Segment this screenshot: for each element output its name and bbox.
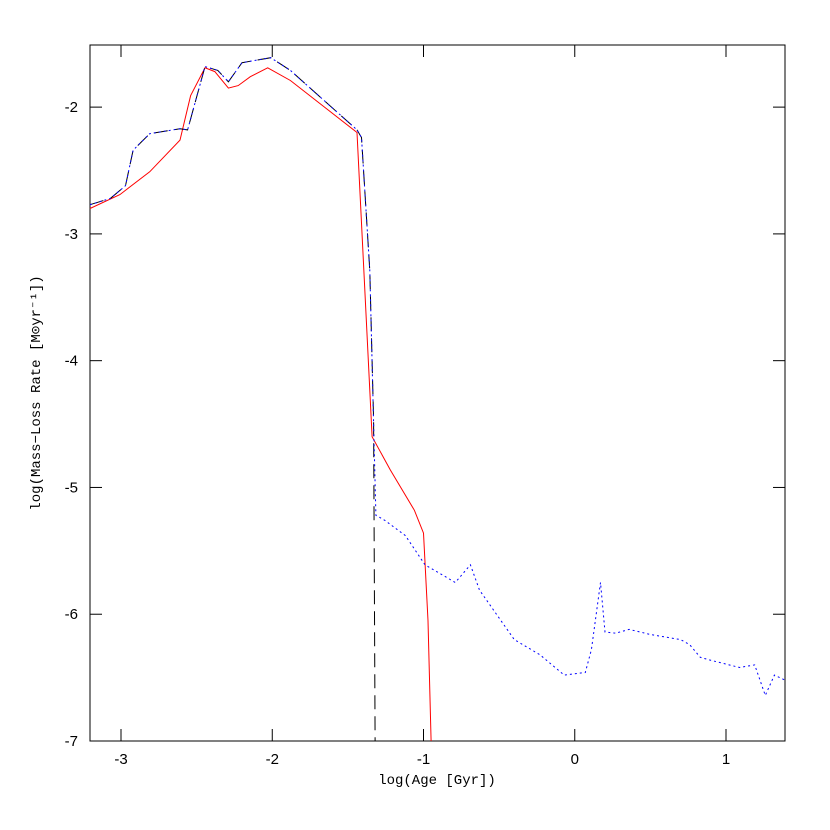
y-tick-label: -3 [65,226,78,243]
y-tick-label: -6 [65,606,78,623]
y-axis-label: log(Mass−Loss Rate [M⊙yr⁻¹]) [29,275,45,510]
x-tick-label: -1 [417,751,430,768]
x-axis-label: log(Age [Gyr]) [378,773,496,789]
y-tick-label: -7 [65,733,78,750]
x-tick-label: 0 [571,751,579,768]
y-tick-label: -5 [65,479,78,496]
plot-frame [89,44,786,742]
x-tick-label: 1 [722,751,730,768]
line-series [89,57,786,697]
line-series [89,57,376,742]
line-series [89,67,432,742]
x-tick-label: -3 [114,751,127,768]
y-tick-label: -4 [65,353,78,370]
x-tick-label: -2 [266,751,279,768]
y-tick-label: -2 [65,99,78,116]
